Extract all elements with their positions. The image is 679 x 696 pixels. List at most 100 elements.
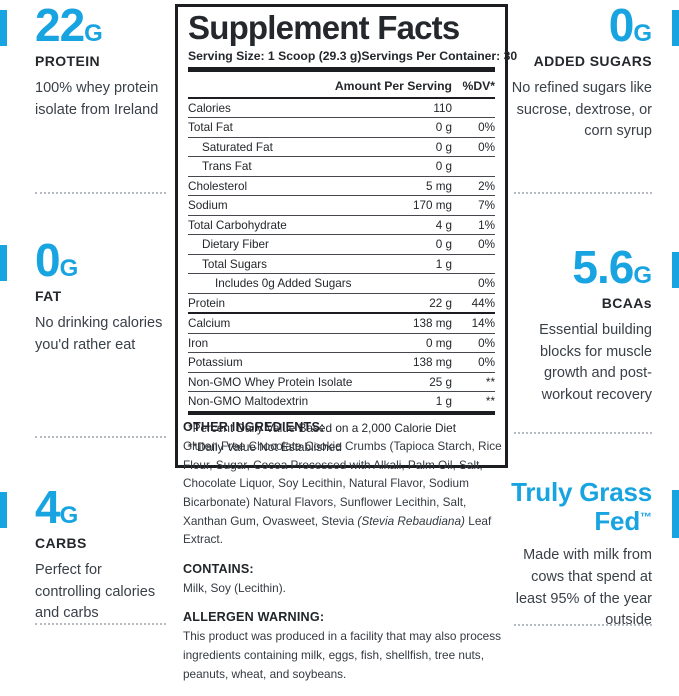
- accent-bar: [0, 492, 7, 528]
- feature-label: BCAAs: [601, 294, 652, 311]
- feature-value: 0G: [35, 237, 169, 284]
- feature-unit: G: [59, 502, 79, 529]
- dotted-divider: [35, 436, 166, 438]
- nutrient-amount: 0 g: [435, 140, 452, 154]
- feature-value: 0G: [508, 2, 652, 49]
- table-row: Protein 22 g 44%: [188, 294, 495, 315]
- nutrient-dv: 0%: [478, 121, 495, 135]
- feature-label: CARBS: [35, 534, 87, 551]
- other-ingredients-heading: OTHER INGREDIENTS:: [183, 420, 325, 434]
- nutrient-amount: 0 g: [435, 121, 452, 135]
- feature-label: ADDED SUGARS: [533, 52, 652, 69]
- servings-per-container: Servings Per Container: 30: [361, 48, 518, 63]
- table-row: Total Carbohydrate 4 g 1%: [188, 216, 495, 236]
- nutrient-amount: 0 mg: [426, 336, 452, 350]
- feature-number: 4: [35, 481, 61, 533]
- ingredients-text-end: Leaf Extract.: [183, 513, 492, 547]
- nutrient-dv: **: [485, 375, 495, 389]
- feature-description: Made with milk from cows that spend at l…: [515, 547, 652, 629]
- contains-body: Milk, Soy (Lecithin).: [183, 580, 286, 595]
- dotted-divider: [35, 623, 166, 625]
- table-row: Dietary Fiber 0 g 0%: [188, 235, 495, 255]
- nutrient-name: Trans Fat: [202, 160, 252, 174]
- accent-bar: [672, 252, 679, 288]
- nutrient-dv: 44%: [471, 296, 495, 310]
- allergen-warning-heading: ALLERGEN WARNING:: [183, 610, 325, 625]
- nutrient-amount: 0 g: [435, 238, 452, 252]
- nutrition-table: Calories 110 Total Fat 0 g 0% Saturated …: [188, 99, 495, 411]
- table-header-row: Amount Per Serving %DV*: [188, 79, 495, 99]
- allergen-warning-section: ALLERGEN WARNING: This product was produ…: [183, 610, 506, 683]
- nutrient-dv: 0%: [478, 356, 495, 370]
- right-highlights-column: 0G ADDED SUGARS No refined sugars like s…: [504, 0, 679, 628]
- other-ingredients-body: Gluten Free Chocolate Cookie Crumbs (Tap…: [183, 437, 506, 549]
- accent-bar: [0, 10, 7, 46]
- nutrient-amount: 0 g: [435, 160, 452, 174]
- contains-heading: CONTAINS:: [183, 561, 254, 576]
- feature-unit: G: [59, 255, 79, 282]
- table-row: Sodium 170 mg 7%: [188, 196, 495, 216]
- nutrient-name: Total Sugars: [202, 257, 267, 271]
- table-row: Total Sugars 1 g: [188, 255, 495, 275]
- nutrient-name: Iron: [188, 336, 209, 350]
- contains-section: CONTAINS: Milk, Soy (Lecithin).: [183, 562, 506, 598]
- nutrient-dv: 2%: [478, 179, 495, 193]
- feature-label: FAT: [35, 287, 62, 304]
- feature-description: Essential building blocks for muscle gro…: [539, 321, 652, 404]
- feature-highlight: 0G FAT No drinking calories you'd rather…: [0, 237, 175, 356]
- serving-size: Serving Size: 1 Scoop (29.3 g): [188, 48, 362, 63]
- nutrient-dv: 0%: [478, 336, 495, 350]
- feature-description: Perfect for controlling calories and car…: [35, 561, 156, 622]
- nutrient-name: Dietary Fiber: [202, 238, 269, 252]
- nutrient-name: Includes 0g Added Sugars: [215, 277, 352, 291]
- feature-description: No refined sugars like sucrose, dextrose…: [511, 79, 652, 140]
- ingredients-latin-name: (Stevia Rebaudiana): [357, 513, 465, 528]
- nutrient-name: Total Fat: [188, 121, 233, 135]
- nutrient-amount: 1 g: [435, 395, 452, 409]
- table-row: Includes 0g Added Sugars 0%: [188, 274, 495, 294]
- dotted-divider: [35, 192, 166, 194]
- feature-label: PROTEIN: [35, 52, 101, 69]
- table-row: Potassium 138 mg 0%: [188, 353, 495, 373]
- nutrient-name: Sodium: [188, 199, 228, 213]
- nutrient-dv: 14%: [471, 317, 495, 331]
- nutrient-amount: 5 mg: [426, 179, 452, 193]
- nutrient-name: Protein: [188, 296, 226, 310]
- nutrient-name: Calories: [188, 101, 231, 115]
- thick-rule: [188, 66, 495, 72]
- amount-column-header: Amount Per Serving: [334, 78, 452, 93]
- dotted-divider: [514, 432, 652, 434]
- footnotes: *Percent Daily Value Based on a 2,000 Ca…: [188, 419, 495, 458]
- nutrient-amount: 1 g: [435, 257, 452, 271]
- feature-highlight: Truly Grass Fed™ Made with milk from cow…: [504, 477, 679, 632]
- table-row: Iron 0 mg 0%: [188, 334, 495, 354]
- panel-title: Supplement Facts: [188, 9, 460, 46]
- nutrient-name: Non-GMO Maltodextrin: [188, 395, 309, 409]
- feature-value: Truly Grass Fed™: [508, 477, 652, 537]
- dv-column-header: %DV*: [462, 78, 495, 93]
- other-ingredients-section: OTHER INGREDIENTS: Gluten Free Chocolate…: [183, 420, 506, 549]
- feature-number: 22: [35, 0, 85, 51]
- accent-bar: [672, 490, 679, 538]
- footnote-dv-basis: *Percent Daily Value Based on a 2,000 Ca…: [188, 420, 456, 435]
- feature-value: 22G: [35, 2, 169, 49]
- nutrient-dv: 0%: [478, 140, 495, 154]
- supplement-facts-panel: Supplement Facts Serving Size: 1 Scoop (…: [175, 4, 517, 468]
- nutrient-amount: 138 mg: [413, 356, 452, 370]
- feature-number: 0: [35, 234, 61, 286]
- nutrient-amount: 110: [433, 101, 452, 115]
- feature-number: Truly Grass Fed: [511, 477, 652, 537]
- nutrient-amount: 138 mg: [413, 317, 452, 331]
- nutrient-dv: 7%: [478, 199, 495, 213]
- table-row: Saturated Fat 0 g 0%: [188, 138, 495, 158]
- feature-unit: ™: [640, 510, 652, 525]
- feature-value: 5.6G: [508, 244, 652, 291]
- nutrient-name: Total Carbohydrate: [188, 218, 287, 232]
- allergen-warning-body: This product was produced in a facility …: [183, 629, 502, 681]
- nutrient-dv: 0%: [478, 277, 495, 291]
- table-row: Calcium 138 mg 14%: [188, 314, 495, 334]
- nutrient-dv: **: [485, 395, 495, 409]
- feature-number: 5.6: [572, 241, 634, 293]
- table-row: Non-GMO Maltodextrin 1 g **: [188, 392, 495, 411]
- table-row: Total Fat 0 g 0%: [188, 118, 495, 138]
